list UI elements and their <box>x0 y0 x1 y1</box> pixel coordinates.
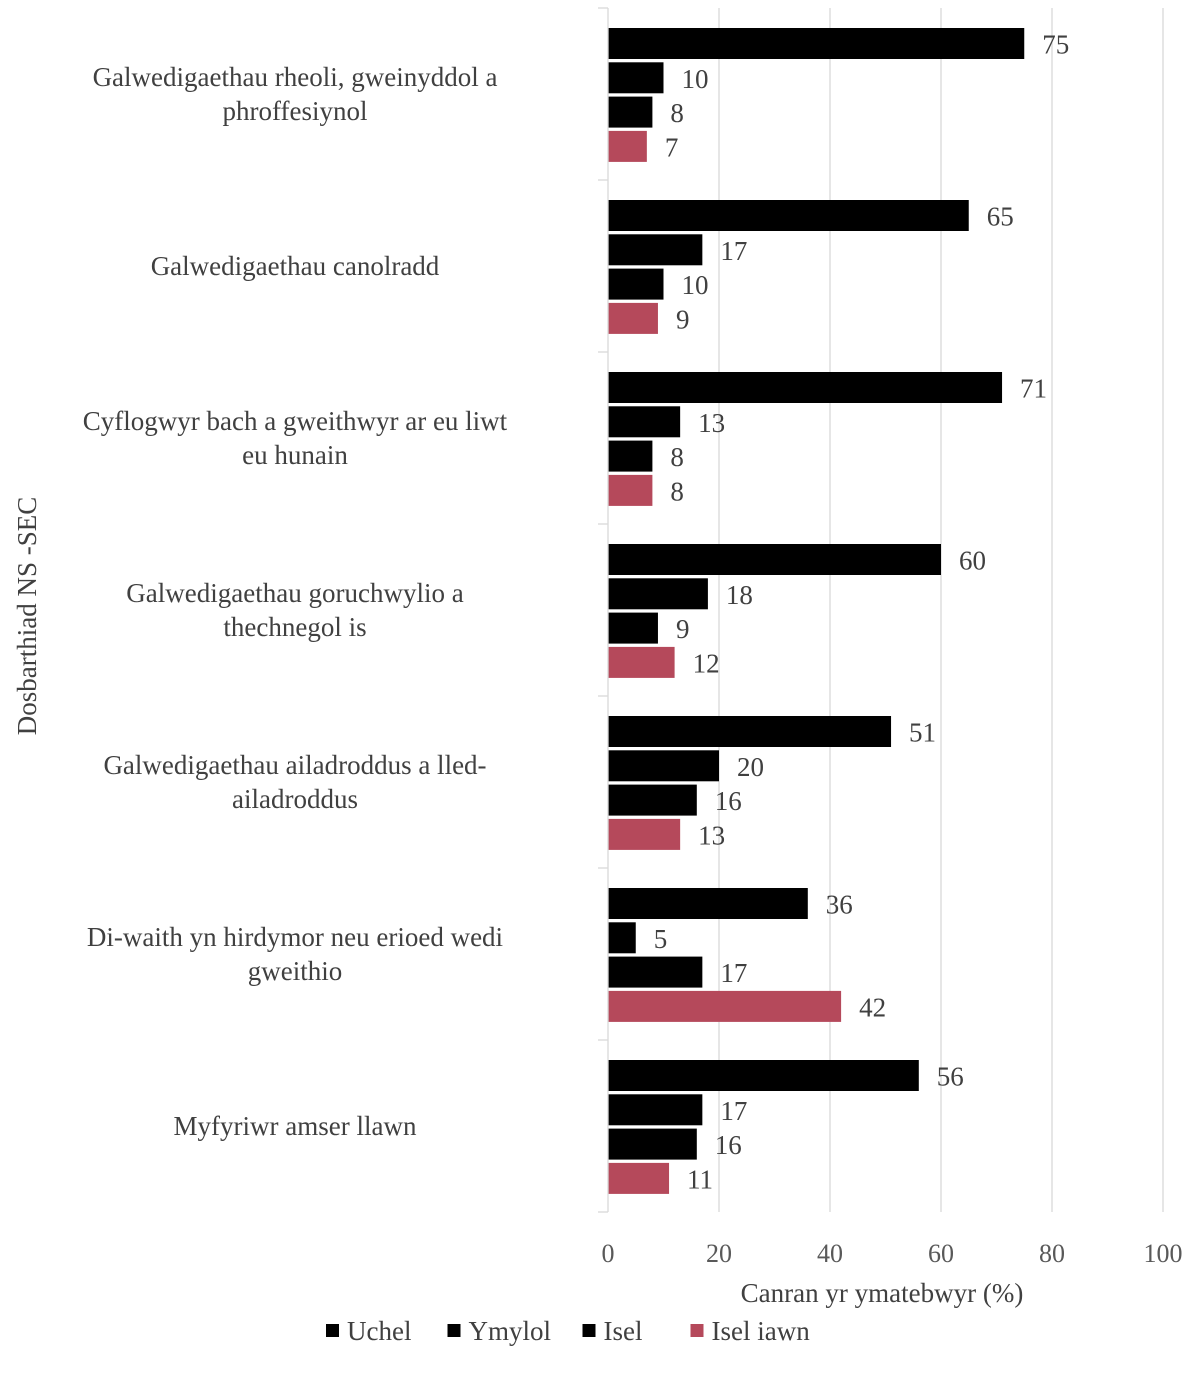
category-label-line: Myfyriwr amser llawn <box>174 1111 417 1141</box>
legend: Uchel Ymylol Isel Isel iawn <box>326 1316 810 1346</box>
y-axis-title: Dosbarthiad NS -SEC <box>12 497 42 736</box>
category-label-line: Galwedigaethau canolradd <box>151 251 440 281</box>
bar <box>608 28 1025 59</box>
bar <box>608 818 681 850</box>
bar <box>608 888 808 919</box>
data-label: 71 <box>1020 374 1047 404</box>
bar <box>608 474 653 506</box>
data-label: 5 <box>654 924 668 954</box>
category-label-line: gweithio <box>248 956 343 986</box>
data-label: 11 <box>687 1164 713 1194</box>
gridlines <box>718 8 1164 1212</box>
bar <box>608 956 703 988</box>
bar <box>608 200 969 231</box>
data-label: 10 <box>682 64 709 94</box>
bar <box>608 440 653 472</box>
data-label: 9 <box>676 614 690 644</box>
bar <box>608 372 1003 403</box>
data-label: 17 <box>720 1096 747 1126</box>
bar <box>608 750 719 782</box>
bar <box>608 922 636 954</box>
x-axis-title: Canran yr ymatebwyr (%) <box>741 1278 1024 1308</box>
data-label: 9 <box>676 304 690 334</box>
bar <box>608 1162 670 1194</box>
category-label: Cyflogwyr bach a gweithwyr ar eu liwt eu … <box>83 406 508 470</box>
category-label: Galwedigaethau ailadroddus a lled-ailadr… <box>103 750 486 814</box>
data-label: 10 <box>682 270 709 300</box>
category-label-line: Cyflogwyr bach a gweithwyr ar eu liwt <box>83 406 508 436</box>
bar <box>608 990 842 1022</box>
data-label: 60 <box>959 546 986 576</box>
data-label: 18 <box>726 580 753 610</box>
category-label: Galwedigaethau rheoli, gweinyddol a phrof… <box>93 62 498 126</box>
legend-label: Ymylol <box>469 1316 552 1346</box>
bar <box>608 578 708 610</box>
bar <box>608 646 675 678</box>
data-label: 16 <box>715 1130 742 1160</box>
data-label: 36 <box>826 890 853 920</box>
category-labels: Galwedigaethau rheoli, gweinyddol a phrof… <box>83 62 508 1141</box>
category-label: Myfyriwr amser llawn <box>174 1111 417 1141</box>
data-label: 17 <box>720 236 747 266</box>
legend-swatch <box>582 1324 596 1337</box>
data-label: 17 <box>720 958 747 988</box>
data-label: 8 <box>670 442 684 472</box>
category-label-line: phroffesiynol <box>223 96 368 126</box>
bar <box>608 612 658 644</box>
data-label: 12 <box>693 648 720 678</box>
x-tick-label: 80 <box>1039 1239 1065 1268</box>
category-label-line: thechnegol is <box>223 612 366 642</box>
legend-label: Isel iawn <box>712 1316 811 1346</box>
x-tick-label: 40 <box>817 1239 843 1268</box>
category-label: Galwedigaethau canolradd <box>151 251 440 281</box>
data-labels: 7510876517109711388601891251201613365174… <box>654 30 1070 1195</box>
data-label: 8 <box>670 476 684 506</box>
x-tick-label: 20 <box>706 1239 732 1268</box>
bar <box>608 302 658 334</box>
x-tick-label: 60 <box>928 1239 954 1268</box>
bar <box>608 716 892 747</box>
bar <box>608 268 664 300</box>
bar <box>608 62 664 94</box>
data-label: 20 <box>737 752 764 782</box>
bar <box>608 234 703 266</box>
x-axis-ticks: 0 20 40 60 80 100 <box>602 1239 1183 1268</box>
bar <box>608 784 697 816</box>
category-label-line: Di-waith yn hirdymor neu erioed wedi <box>87 922 503 952</box>
legend-swatch <box>447 1324 461 1337</box>
legend-label: Uchel <box>347 1316 411 1346</box>
data-label: 65 <box>987 202 1014 232</box>
bars <box>608 28 1025 1194</box>
category-label-line: Galwedigaethau ailadroddus a lled- <box>103 750 486 780</box>
bar <box>608 96 653 128</box>
data-label: 7 <box>665 132 679 162</box>
category-label: Di-waith yn hirdymor neu erioed wedi gwei… <box>87 922 503 986</box>
data-label: 75 <box>1042 30 1069 60</box>
bar <box>608 406 681 438</box>
data-label: 8 <box>670 98 684 128</box>
legend-label: Isel <box>604 1316 643 1346</box>
data-label: 51 <box>909 718 936 748</box>
x-tick-label: 0 <box>602 1239 615 1268</box>
bar <box>608 130 647 162</box>
bar <box>608 1128 697 1160</box>
data-label: 56 <box>937 1062 964 1092</box>
bar <box>608 544 941 575</box>
data-label: 42 <box>859 992 886 1022</box>
category-label-line: ailadroddus <box>232 784 358 814</box>
bar <box>608 1094 703 1126</box>
y-axis <box>598 7 609 1213</box>
data-label: 13 <box>698 820 725 850</box>
category-label-line: eu hunain <box>242 440 348 470</box>
bar <box>608 1060 919 1091</box>
legend-swatch <box>690 1324 704 1337</box>
data-label: 13 <box>698 408 725 438</box>
category-label: Galwedigaethau goruchwylio a thechnegol i… <box>126 578 463 642</box>
category-label-line: Galwedigaethau goruchwylio a <box>126 578 463 608</box>
legend-swatch <box>326 1324 339 1337</box>
x-tick-label: 100 <box>1144 1239 1183 1268</box>
data-label: 16 <box>715 786 742 816</box>
category-label-line: Galwedigaethau rheoli, gweinyddol a <box>93 62 498 92</box>
